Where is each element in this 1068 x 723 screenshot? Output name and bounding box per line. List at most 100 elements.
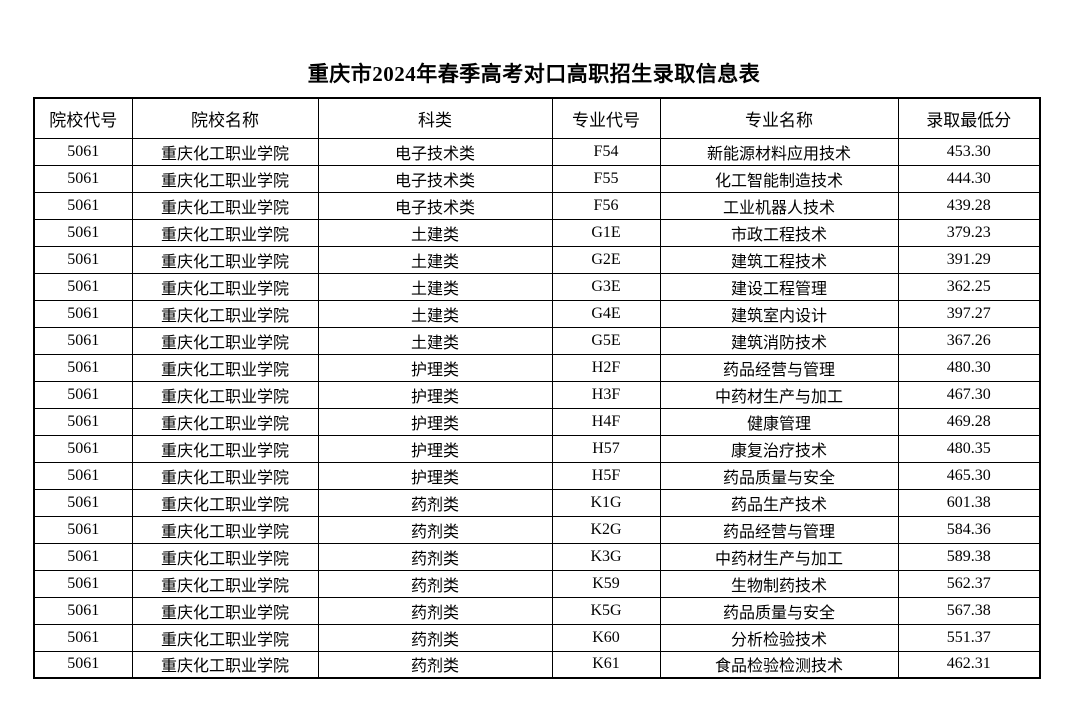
cell-institution-name: 重庆化工职业学院 [131, 515, 319, 544]
cell-major-code: H4F [551, 407, 661, 436]
cell-institution-code: 5061 [33, 353, 133, 382]
cell-min-admission-score: 562.37 [897, 569, 1041, 598]
cell-subject-category: 电子技术类 [317, 137, 553, 166]
cell-subject-category: 土建类 [317, 272, 553, 301]
cell-institution-code: 5061 [33, 299, 133, 328]
table-header: 院校代号 院校名称 科类 专业代号 专业名称 录取最低分 [33, 97, 1041, 139]
cell-subject-category: 药剂类 [317, 488, 553, 517]
header-min-admission-score: 录取最低分 [897, 97, 1041, 139]
cell-institution-name: 重庆化工职业学院 [131, 380, 319, 409]
cell-major-code: F55 [551, 164, 661, 193]
table-row: 5061 重庆化工职业学院 护理类 H2F 药品经营与管理 480.30 [33, 353, 1041, 382]
cell-min-admission-score: 444.30 [897, 164, 1041, 193]
cell-subject-category: 药剂类 [317, 569, 553, 598]
cell-institution-name: 重庆化工职业学院 [131, 272, 319, 301]
cell-major-name: 生物制药技术 [659, 569, 899, 598]
cell-major-code: H5F [551, 461, 661, 490]
cell-min-admission-score: 465.30 [897, 461, 1041, 490]
cell-institution-name: 重庆化工职业学院 [131, 434, 319, 463]
table-row: 5061 重庆化工职业学院 药剂类 K3G 中药材生产与加工 589.38 [33, 542, 1041, 571]
cell-major-code: K59 [551, 569, 661, 598]
cell-institution-code: 5061 [33, 488, 133, 517]
cell-institution-code: 5061 [33, 380, 133, 409]
cell-min-admission-score: 589.38 [897, 542, 1041, 571]
cell-subject-category: 药剂类 [317, 650, 553, 679]
cell-min-admission-score: 367.26 [897, 326, 1041, 355]
cell-institution-code: 5061 [33, 245, 133, 274]
table-row: 5061 重庆化工职业学院 电子技术类 F56 工业机器人技术 439.28 [33, 191, 1041, 220]
table-row: 5061 重庆化工职业学院 护理类 H5F 药品质量与安全 465.30 [33, 461, 1041, 490]
cell-major-name: 食品检验检测技术 [659, 650, 899, 679]
cell-major-code: G5E [551, 326, 661, 355]
cell-subject-category: 药剂类 [317, 596, 553, 625]
cell-institution-code: 5061 [33, 650, 133, 679]
cell-min-admission-score: 469.28 [897, 407, 1041, 436]
table-row: 5061 重庆化工职业学院 电子技术类 F54 新能源材料应用技术 453.30 [33, 137, 1041, 166]
cell-min-admission-score: 362.25 [897, 272, 1041, 301]
cell-major-code: H57 [551, 434, 661, 463]
cell-min-admission-score: 391.29 [897, 245, 1041, 274]
table-row: 5061 重庆化工职业学院 药剂类 K2G 药品经营与管理 584.36 [33, 515, 1041, 544]
cell-institution-name: 重庆化工职业学院 [131, 326, 319, 355]
cell-subject-category: 药剂类 [317, 542, 553, 571]
cell-institution-name: 重庆化工职业学院 [131, 407, 319, 436]
cell-major-name: 新能源材料应用技术 [659, 137, 899, 166]
header-row: 院校代号 院校名称 科类 专业代号 专业名称 录取最低分 [33, 97, 1041, 139]
cell-major-code: F54 [551, 137, 661, 166]
table-row: 5061 重庆化工职业学院 电子技术类 F55 化工智能制造技术 444.30 [33, 164, 1041, 193]
cell-major-code: K5G [551, 596, 661, 625]
cell-major-name: 药品生产技术 [659, 488, 899, 517]
cell-subject-category: 护理类 [317, 353, 553, 382]
table-row: 5061 重庆化工职业学院 药剂类 K5G 药品质量与安全 567.38 [33, 596, 1041, 625]
cell-subject-category: 电子技术类 [317, 164, 553, 193]
table-row: 5061 重庆化工职业学院 土建类 G2E 建筑工程技术 391.29 [33, 245, 1041, 274]
cell-min-admission-score: 439.28 [897, 191, 1041, 220]
cell-major-name: 药品经营与管理 [659, 515, 899, 544]
table-row: 5061 重庆化工职业学院 药剂类 K1G 药品生产技术 601.38 [33, 488, 1041, 517]
cell-subject-category: 药剂类 [317, 623, 553, 652]
cell-min-admission-score: 567.38 [897, 596, 1041, 625]
cell-institution-name: 重庆化工职业学院 [131, 191, 319, 220]
table-row: 5061 重庆化工职业学院 药剂类 K59 生物制药技术 562.37 [33, 569, 1041, 598]
table-row: 5061 重庆化工职业学院 药剂类 K61 食品检验检测技术 462.31 [33, 650, 1041, 679]
cell-major-name: 中药材生产与加工 [659, 542, 899, 571]
cell-min-admission-score: 453.30 [897, 137, 1041, 166]
cell-major-code: K1G [551, 488, 661, 517]
cell-min-admission-score: 551.37 [897, 623, 1041, 652]
cell-major-name: 建筑工程技术 [659, 245, 899, 274]
cell-institution-name: 重庆化工职业学院 [131, 245, 319, 274]
cell-major-name: 建筑室内设计 [659, 299, 899, 328]
cell-institution-name: 重庆化工职业学院 [131, 596, 319, 625]
cell-institution-code: 5061 [33, 326, 133, 355]
cell-min-admission-score: 584.36 [897, 515, 1041, 544]
cell-major-name: 药品质量与安全 [659, 596, 899, 625]
table-row: 5061 重庆化工职业学院 土建类 G3E 建设工程管理 362.25 [33, 272, 1041, 301]
admission-score-table: 院校代号 院校名称 科类 专业代号 专业名称 录取最低分 5061 重庆化工职业学… [33, 97, 1041, 679]
header-subject-category: 科类 [317, 97, 553, 139]
cell-major-code: G2E [551, 245, 661, 274]
cell-institution-code: 5061 [33, 569, 133, 598]
cell-major-code: G4E [551, 299, 661, 328]
cell-subject-category: 药剂类 [317, 515, 553, 544]
cell-institution-name: 重庆化工职业学院 [131, 137, 319, 166]
table-row: 5061 重庆化工职业学院 土建类 G1E 市政工程技术 379.23 [33, 218, 1041, 247]
cell-institution-code: 5061 [33, 137, 133, 166]
cell-min-admission-score: 462.31 [897, 650, 1041, 679]
cell-institution-name: 重庆化工职业学院 [131, 488, 319, 517]
cell-min-admission-score: 379.23 [897, 218, 1041, 247]
cell-institution-code: 5061 [33, 542, 133, 571]
table-row: 5061 重庆化工职业学院 土建类 G4E 建筑室内设计 397.27 [33, 299, 1041, 328]
cell-institution-name: 重庆化工职业学院 [131, 218, 319, 247]
cell-subject-category: 土建类 [317, 245, 553, 274]
header-institution-code: 院校代号 [33, 97, 133, 139]
cell-subject-category: 护理类 [317, 434, 553, 463]
cell-min-admission-score: 467.30 [897, 380, 1041, 409]
cell-institution-name: 重庆化工职业学院 [131, 461, 319, 490]
cell-major-code: K61 [551, 650, 661, 679]
cell-min-admission-score: 480.30 [897, 353, 1041, 382]
cell-major-code: K3G [551, 542, 661, 571]
cell-institution-name: 重庆化工职业学院 [131, 353, 319, 382]
cell-major-name: 健康管理 [659, 407, 899, 436]
cell-major-code: K60 [551, 623, 661, 652]
table-row: 5061 重庆化工职业学院 护理类 H3F 中药材生产与加工 467.30 [33, 380, 1041, 409]
